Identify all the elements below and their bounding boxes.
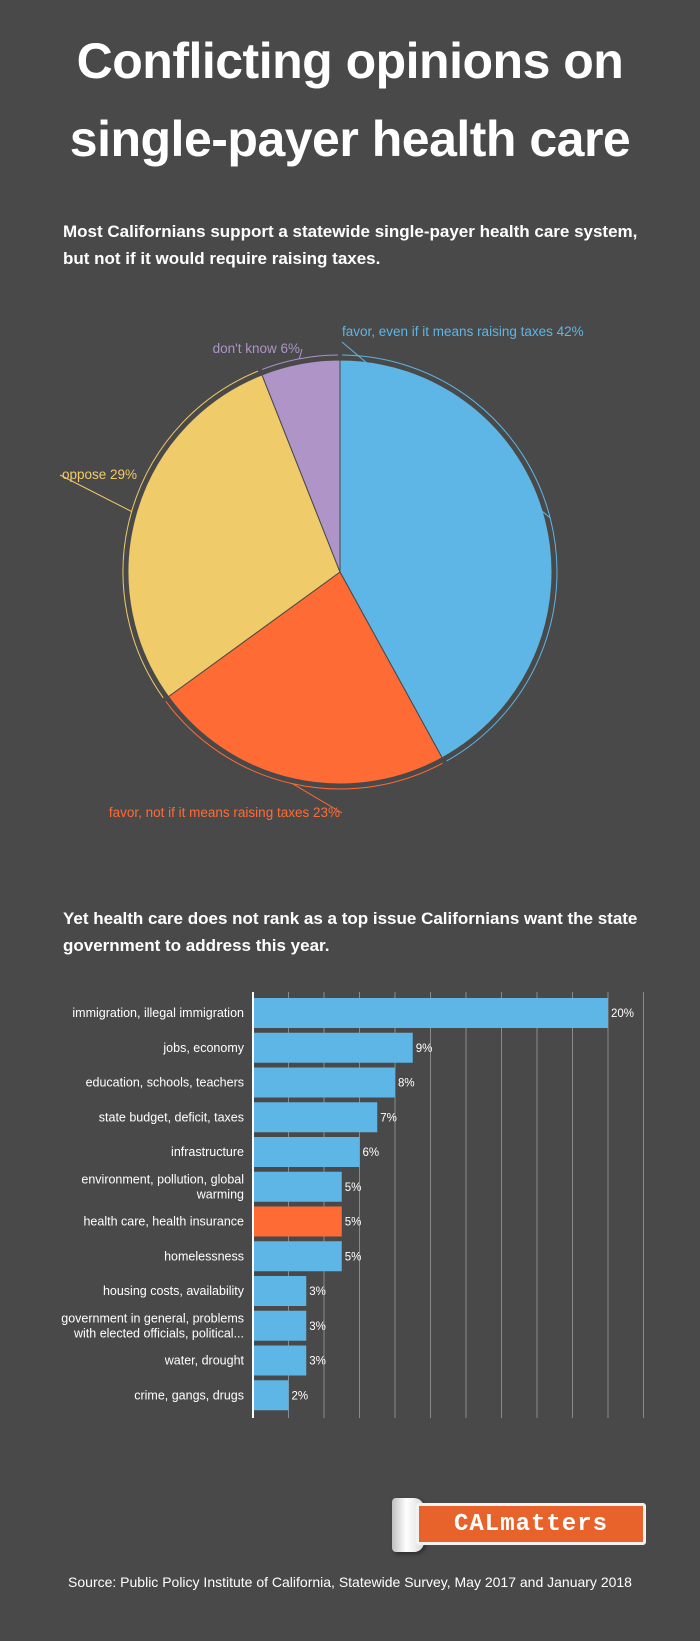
pie-leader-3 <box>298 348 303 359</box>
bar-category-label-5-1: warming <box>196 1187 244 1201</box>
bar-category-label-6: health care, health insurance <box>83 1215 244 1229</box>
bar-1 <box>253 1032 413 1063</box>
source-note: Source: Public Policy Institute of Calif… <box>68 1574 632 1590</box>
pie-slice-3 <box>261 359 341 573</box>
bar-11 <box>253 1380 289 1411</box>
bar-category-label-7: homelessness <box>164 1249 244 1263</box>
bar-category-label-0: immigration, illegal immigration <box>72 1006 244 1020</box>
pie-leader-0 <box>341 341 551 519</box>
calmatters-logo: CALmatters <box>392 1496 650 1554</box>
bar-category-label-3: state budget, deficit, taxes <box>99 1110 244 1124</box>
bar-2 <box>253 1067 395 1098</box>
bar-category-label-2: education, schools, teachers <box>86 1076 244 1090</box>
bar-value-label-9: 3% <box>309 1321 326 1333</box>
pie-slice-2 <box>127 374 341 698</box>
bar-8 <box>253 1276 307 1306</box>
pie-label-0: favor, even if it means raising taxes 42… <box>342 324 584 339</box>
bar-4 <box>253 1137 360 1167</box>
bar-subtitle-line-1: Yet health care does not rank as a top i… <box>63 909 638 928</box>
bar-value-label-0: 20% <box>611 1008 634 1020</box>
bar-category-label-9-1: with elected officials, political... <box>73 1326 244 1340</box>
bar-value-label-4: 6% <box>363 1147 380 1159</box>
bar-7 <box>253 1241 342 1272</box>
bar-value-label-11: 2% <box>292 1390 309 1402</box>
bar-value-label-3: 7% <box>380 1112 397 1124</box>
pie-bracket-1 <box>165 701 443 790</box>
bar-value-label-5: 5% <box>345 1182 362 1194</box>
pie-chart: favor, even if it means raising taxes 42… <box>59 324 584 820</box>
pie-leader-1 <box>292 783 343 814</box>
bar-5 <box>253 1171 342 1202</box>
bar-value-label-8: 3% <box>309 1286 326 1298</box>
bar-category-label-5-0: environment, pollution, global <box>81 1172 244 1186</box>
bar-9 <box>253 1310 307 1341</box>
bar-6 <box>253 1206 342 1237</box>
title-line-1: Conflicting opinions on <box>76 33 624 89</box>
page-title: Conflicting opinions on single-payer hea… <box>0 22 700 178</box>
pie-bracket-3 <box>261 354 338 370</box>
pie-leader-2 <box>59 474 132 512</box>
pie-label-1: favor, not if it means raising taxes 23% <box>109 805 340 820</box>
pie-slice-0 <box>339 359 553 759</box>
title-line-2: single-payer health care <box>69 111 631 167</box>
logo-text: CALmatters <box>416 1503 646 1545</box>
bar-value-label-2: 8% <box>398 1078 415 1090</box>
pie-label-3: don't know 6% <box>213 341 300 356</box>
bar-category-label-9-0: government in general, problems <box>61 1311 244 1325</box>
bar-category-label-1: jobs, economy <box>162 1041 244 1055</box>
bar-subtitle: Yet health care does not rank as a top i… <box>63 905 663 959</box>
bar-value-label-10: 3% <box>309 1356 326 1368</box>
bar-3 <box>253 1102 378 1133</box>
bar-value-label-7: 5% <box>345 1251 362 1263</box>
bar-category-label-11: crime, gangs, drugs <box>134 1388 244 1402</box>
pie-subtitle-line-1: Most Californians support a statewide si… <box>63 222 638 241</box>
bar-chart: 20% immigration, illegal immigration 9% job… <box>61 992 644 1418</box>
pie-label-2: oppose 29% <box>62 467 137 482</box>
bar-subtitle-line-2: government to address this year. <box>63 936 330 955</box>
bar-category-label-8: housing costs, availability <box>103 1284 245 1298</box>
bar-value-label-1: 9% <box>416 1043 433 1055</box>
pie-subtitle: Most Californians support a statewide si… <box>63 218 663 272</box>
pie-subtitle-line-2: but not if it would require raising taxe… <box>63 249 381 268</box>
bar-0 <box>253 998 608 1028</box>
bar-value-label-6: 5% <box>345 1217 362 1229</box>
pie-slice-1 <box>167 571 443 785</box>
bar-category-label-4: infrastructure <box>171 1145 244 1159</box>
bar-category-label-10: water, drought <box>164 1354 245 1368</box>
bar-10 <box>253 1345 307 1376</box>
